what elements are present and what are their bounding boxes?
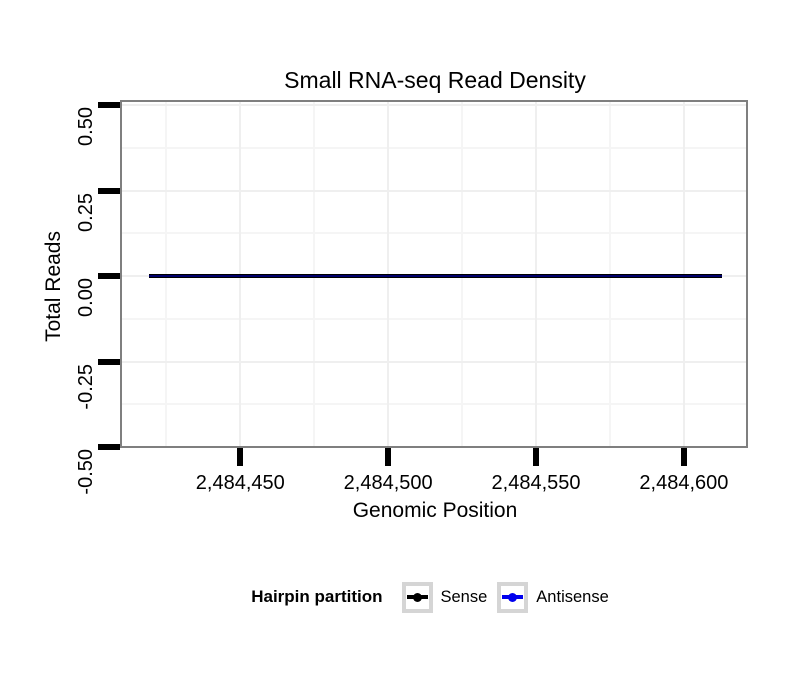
legend-label: Antisense [536,587,609,606]
legend-items: Sense Antisense [401,581,619,613]
gridline-y-minor [122,317,746,320]
x-axis-title: Genomic Position [352,499,518,522]
legend-item-antisense: Antisense [497,581,609,613]
gridline-x-major [239,102,242,446]
gridline-y-minor [122,232,746,235]
gridline-y-major [122,189,746,192]
x-tick-label: 2,484,600 [639,472,729,494]
gridline-y-major [122,446,746,448]
x-tick-mark [533,448,540,466]
y-tick-mark [98,444,120,451]
x-tick-label: 2,484,450 [195,472,285,494]
y-tick-mark [98,358,120,365]
legend-key-antisense [497,581,529,613]
y-axis-title: Total Reads [42,230,65,342]
gridline-x-major [387,102,390,446]
y-tick-mark [98,273,120,280]
y-tick-label: 0.25 [75,192,97,232]
y-tick-mark [98,187,120,194]
gridline-x-major [535,102,538,446]
gridline-y-minor [122,403,746,406]
gridline-x-minor [165,102,168,446]
y-tick-label: -0.50 [75,449,97,495]
y-tick-mark [98,102,120,109]
legend-item-sense: Sense [401,581,488,613]
legend: Hairpin partition Sense Antisense [122,578,748,616]
legend-key-dot-icon [412,592,422,602]
series-line-antisense [148,275,723,278]
plot-panel [120,100,748,448]
x-tick-mark [680,448,687,466]
legend-title: Hairpin partition [251,587,383,606]
gridline-x-minor [313,102,316,446]
x-tick-mark [237,448,244,466]
gridline-y-major [122,360,746,363]
legend-key-sense [401,581,433,613]
gridline-x-major [682,102,685,446]
legend-label: Sense [440,587,488,606]
y-tick-label: 0.00 [75,278,97,317]
legend-key-dot-icon [508,592,518,602]
gridline-x-minor [608,102,611,446]
x-tick-mark [385,448,392,466]
y-tick-label: 0.50 [75,107,97,146]
x-tick-label: 2,484,500 [343,472,433,494]
gridline-y-major [122,104,746,107]
x-tick-label: 2,484,550 [491,472,581,494]
y-axis-title-wrap: Total Reads [40,112,68,460]
y-tick-label: -0.25 [75,363,97,410]
series-line-sense [148,274,723,279]
gridline-x-minor [461,102,464,446]
chart-title: Small RNA-seq Read Density [284,67,586,93]
gridline-y-minor [122,146,746,149]
